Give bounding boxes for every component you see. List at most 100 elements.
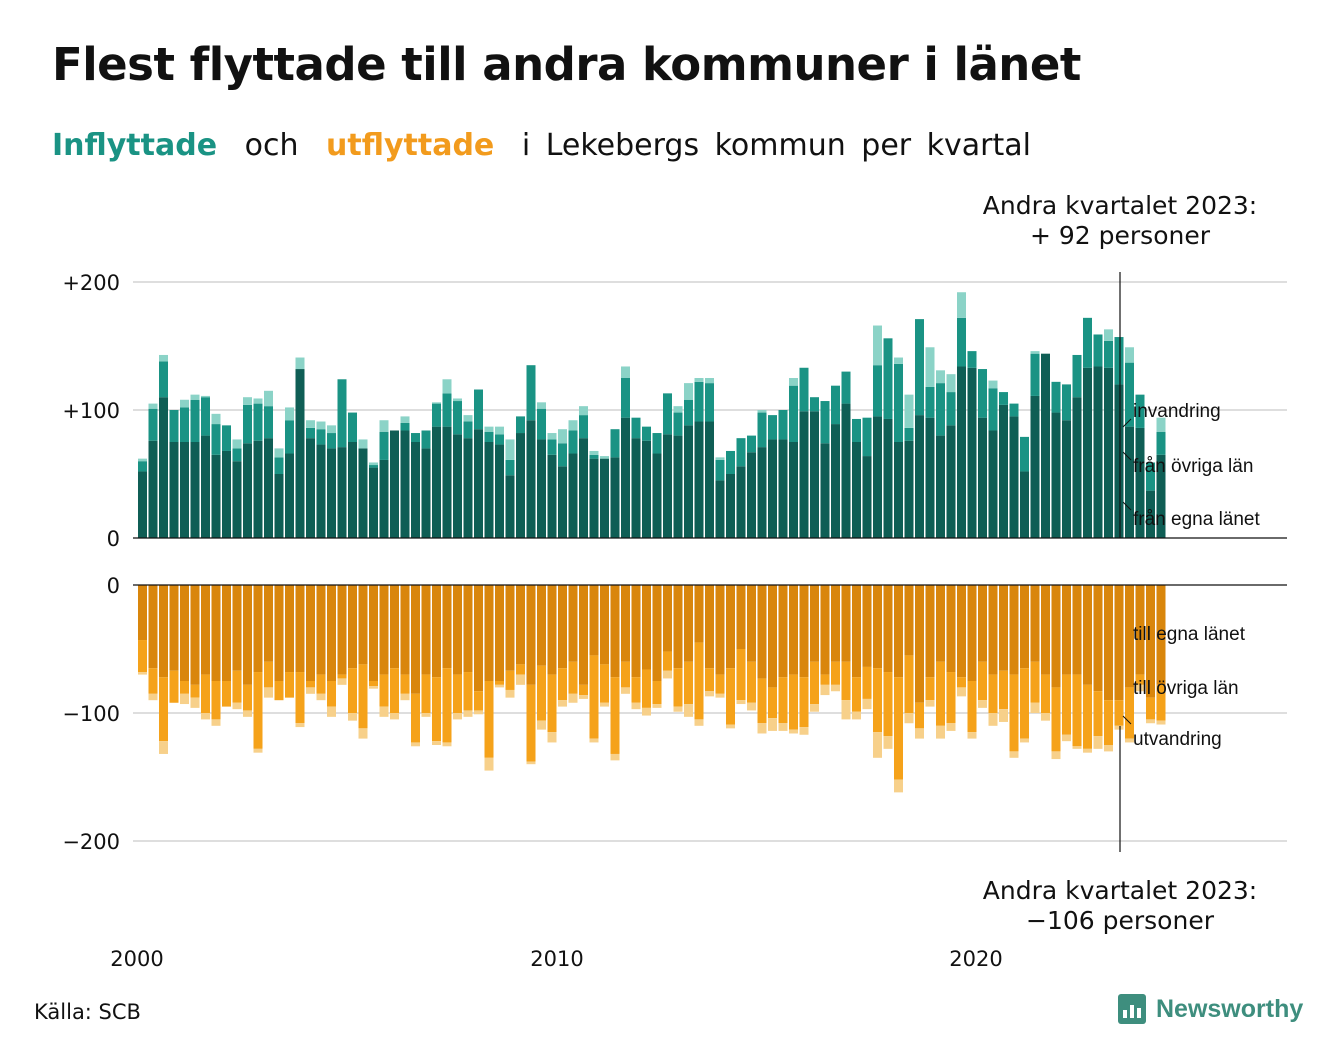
- bar-out-0: [505, 585, 515, 671]
- leader-fran-egna-lanet: [1122, 501, 1132, 511]
- bar-out-0: [757, 585, 767, 679]
- bar-out-2: [411, 742, 420, 747]
- bar-in-1: [967, 351, 977, 368]
- bar-out-1: [715, 674, 725, 694]
- bar-in-1: [915, 319, 924, 416]
- bar-in-0: [999, 404, 1008, 538]
- bar-out-0: [222, 585, 231, 681]
- bar-out-1: [190, 684, 200, 698]
- bar-in-1: [232, 448, 242, 462]
- bar-out-2: [1051, 751, 1061, 760]
- bar-out-2: [232, 702, 242, 710]
- bar-out-1: [1093, 691, 1103, 737]
- bar-out-2: [768, 718, 777, 731]
- bar-in-1: [1125, 362, 1134, 427]
- bar-out-2: [957, 687, 966, 697]
- bar-out-0: [159, 585, 168, 678]
- x-tick-2000: 2000: [110, 947, 163, 971]
- bar-out-0: [453, 585, 462, 675]
- bar-out-2: [1093, 736, 1103, 749]
- bar-out-1: [285, 672, 294, 698]
- bar-out-0: [148, 585, 158, 669]
- bar-out-2: [369, 686, 378, 689]
- bar-out-1: [705, 668, 714, 692]
- bar-out-2: [201, 713, 210, 720]
- bar-in-1: [610, 429, 620, 458]
- y-tick-label-bottom: −100: [62, 702, 120, 726]
- bar-in-1: [883, 338, 893, 419]
- bar-out-1: [453, 674, 462, 713]
- bar-out-1: [726, 668, 735, 725]
- bar-in-0: [463, 438, 473, 538]
- bar-out-0: [862, 585, 872, 667]
- bar-out-1: [1020, 668, 1029, 739]
- bar-in-2: [243, 397, 252, 405]
- bar-out-0: [621, 585, 630, 662]
- bar-in-0: [169, 442, 179, 538]
- bar-in-0: [358, 448, 368, 538]
- bar-in-1: [936, 383, 945, 436]
- bar-out-2: [316, 693, 326, 701]
- bar-out-0: [537, 585, 546, 666]
- bar-in-0: [495, 444, 504, 538]
- bar-in-0: [1125, 426, 1134, 538]
- label-fran-ovriga-lan: från övriga län: [1133, 456, 1253, 477]
- bar-out-0: [1125, 585, 1134, 688]
- bar-out-2: [642, 707, 651, 716]
- bar-out-1: [967, 681, 977, 733]
- bar-in-1: [579, 415, 588, 439]
- bar-in-2: [621, 366, 630, 378]
- bar-in-0: [1062, 420, 1071, 538]
- bar-in-0: [652, 453, 662, 538]
- bar-in-0: [673, 435, 683, 538]
- bar-out-0: [715, 585, 725, 675]
- bar-in-0: [841, 403, 851, 538]
- bar-in-1: [453, 401, 462, 435]
- bar-in-1: [631, 417, 641, 439]
- bar-out-2: [306, 687, 315, 694]
- bar-in-2: [1156, 417, 1166, 432]
- bar-in-2: [295, 357, 305, 370]
- bar-out-1: [589, 655, 599, 739]
- bar-in-1: [379, 431, 389, 460]
- bar-in-2: [505, 439, 515, 460]
- bar-in-0: [201, 435, 210, 538]
- bar-out-2: [1072, 746, 1082, 749]
- bar-out-2: [673, 706, 683, 712]
- bar-out-0: [306, 585, 315, 681]
- bar-out-2: [810, 704, 819, 712]
- bar-in-1: [757, 412, 767, 448]
- bar-out-0: [337, 585, 347, 675]
- bar-out-1: [883, 672, 893, 737]
- bar-in-1: [988, 388, 998, 431]
- bar-in-2: [432, 402, 441, 404]
- bar-in-0: [243, 443, 252, 538]
- bar-out-2: [999, 709, 1008, 722]
- bar-in-1: [421, 430, 431, 449]
- bar-in-0: [211, 454, 221, 538]
- bar-in-1: [1156, 431, 1166, 455]
- bar-in-0: [306, 438, 315, 538]
- bar-in-1: [505, 459, 515, 476]
- bar-out-1: [642, 669, 651, 708]
- bar-out-2: [1020, 738, 1029, 743]
- bar-in-1: [547, 439, 557, 455]
- bar-out-2: [936, 725, 945, 739]
- bar-out-1: [1135, 674, 1145, 685]
- bar-in-0: [180, 442, 189, 538]
- bar-in-2: [757, 410, 767, 413]
- bar-in-0: [1104, 367, 1113, 538]
- bar-in-2: [547, 433, 557, 440]
- bar-in-2: [232, 439, 242, 449]
- bar-out-1: [369, 681, 378, 687]
- bar-out-0: [631, 585, 641, 678]
- bar-out-1: [537, 665, 546, 721]
- bar-out-2: [967, 732, 977, 739]
- bar-in-1: [957, 317, 966, 367]
- bar-in-0: [936, 435, 945, 538]
- newsworthy-logo[interactable]: Newsworthy: [1118, 994, 1303, 1024]
- bar-in-2: [789, 378, 798, 386]
- y-tick-label-bottom: −200: [62, 830, 120, 854]
- bar-out-2: [799, 727, 809, 735]
- bar-out-1: [1146, 697, 1155, 720]
